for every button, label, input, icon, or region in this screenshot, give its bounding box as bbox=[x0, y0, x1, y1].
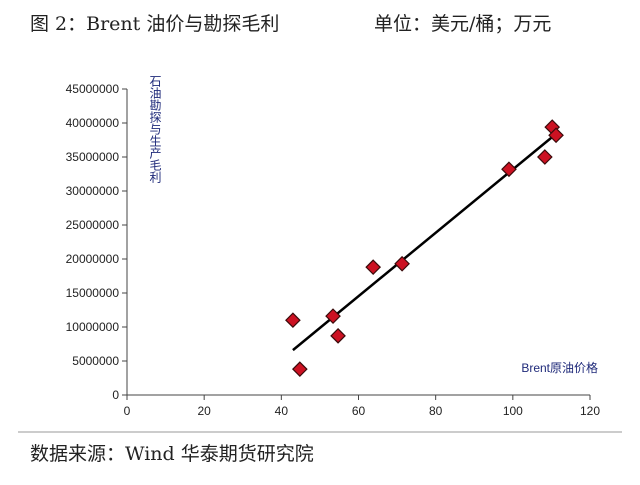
point bbox=[501, 161, 517, 178]
point bbox=[330, 327, 346, 344]
y-axis-label: 石油勘探与生产毛利 bbox=[148, 75, 162, 183]
x-tick-label: 100 bbox=[503, 404, 523, 418]
x-tick-label: 20 bbox=[197, 404, 211, 418]
y-tick-label: 20000000 bbox=[66, 252, 120, 266]
point bbox=[394, 255, 410, 272]
x-axis-label: Brent原油价格 bbox=[521, 360, 598, 375]
point bbox=[325, 308, 341, 324]
unit-note: 单位：美元/桶；万元 bbox=[374, 13, 551, 35]
y-tick-label: 45000000 bbox=[66, 82, 120, 96]
point bbox=[285, 312, 301, 329]
point bbox=[292, 361, 308, 378]
x-tick-label: 60 bbox=[352, 404, 366, 418]
point bbox=[548, 127, 564, 144]
x-tick-label: 80 bbox=[429, 404, 443, 418]
y-tick-label: 40000000 bbox=[66, 116, 120, 130]
point bbox=[365, 259, 382, 276]
x-tick-label: 40 bbox=[275, 404, 289, 418]
y-tick-label: 30000000 bbox=[66, 184, 120, 198]
chart-title: 图 2：Brent 油价与勘探毛利 bbox=[30, 13, 279, 35]
y-tick-label: 0 bbox=[112, 388, 119, 402]
y-tick-label: 10000000 bbox=[66, 320, 120, 334]
point bbox=[537, 149, 553, 165]
y-tick-label: 15000000 bbox=[66, 286, 120, 300]
y-tick-label: 5000000 bbox=[72, 354, 119, 368]
source: 数据来源：Wind 华泰期货研究院 bbox=[30, 443, 314, 465]
y-tick-label: 35000000 bbox=[66, 150, 120, 164]
x-tick-label: 0 bbox=[124, 404, 131, 418]
x-tick-label: 120 bbox=[580, 404, 600, 418]
y-tick-label: 25000000 bbox=[66, 218, 120, 232]
